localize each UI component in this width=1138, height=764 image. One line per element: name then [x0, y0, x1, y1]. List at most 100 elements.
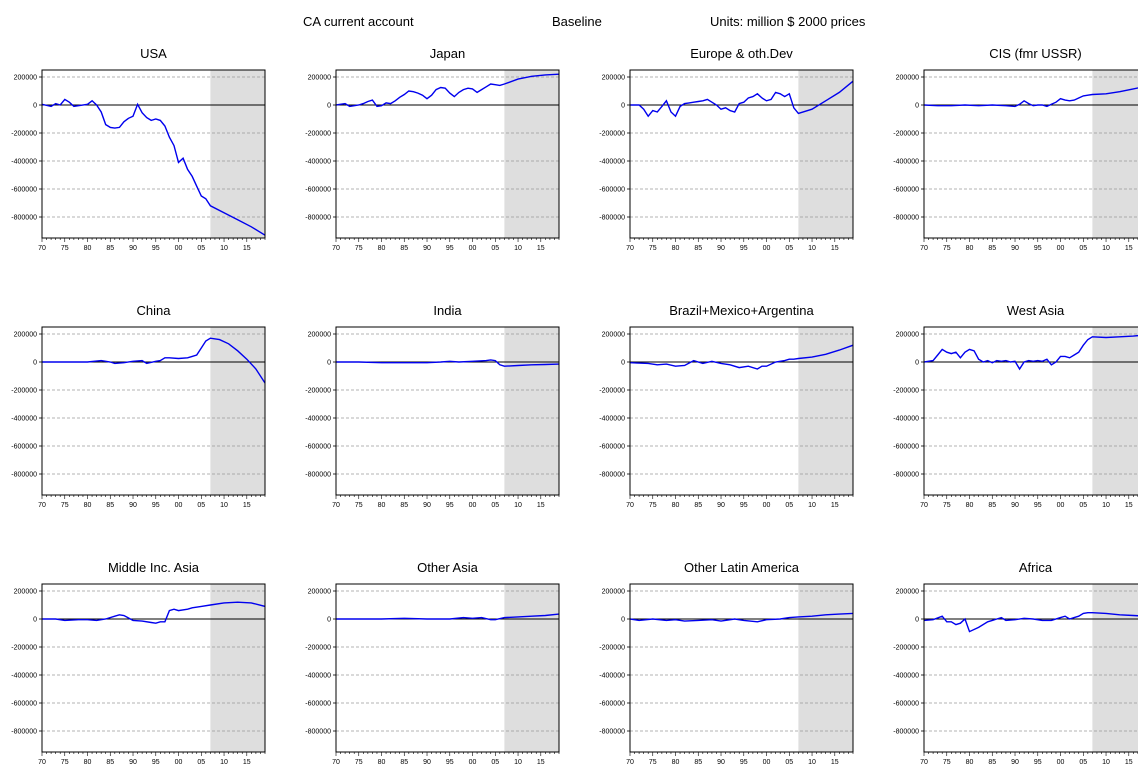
- series-line: [42, 337, 265, 384]
- y-tick-label: -400000: [11, 416, 37, 423]
- x-tick-label: 95: [152, 759, 160, 764]
- projection-shade: [504, 327, 559, 495]
- x-tick-label: 10: [1102, 759, 1110, 764]
- x-tick-label: 85: [400, 502, 408, 509]
- y-tick-label: -200000: [305, 645, 331, 652]
- panel-africa: Africa 200000 0 -200000 -400000 -600000 -80000…: [893, 560, 1138, 764]
- y-tick-label: 200000: [308, 589, 331, 596]
- x-tick-label: 80: [84, 502, 92, 509]
- y-tick-label: 200000: [14, 589, 37, 596]
- x-tick-label: 00: [763, 759, 771, 764]
- y-tick-label: -800000: [11, 472, 37, 479]
- projection-shade: [1092, 327, 1138, 495]
- x-tick-label: 90: [1011, 502, 1019, 509]
- panel-other-asia: Other Asia 200000 0 -200000 -400000 -600000 -8…: [305, 560, 560, 764]
- y-tick-label: -600000: [599, 444, 625, 451]
- x-tick-label: 05: [491, 245, 499, 252]
- y-tick-label: -800000: [305, 729, 331, 736]
- x-tick-label: 70: [332, 502, 340, 509]
- x-tick-label: 90: [129, 245, 137, 252]
- x-tick-label: 85: [988, 502, 996, 509]
- y-tick-label: -800000: [11, 215, 37, 222]
- y-tick-label: -200000: [11, 388, 37, 395]
- y-tick-label: -600000: [893, 187, 919, 194]
- x-tick-label: 90: [1011, 759, 1019, 764]
- x-tick-label: 80: [966, 759, 974, 764]
- plot-frame: [923, 326, 1138, 496]
- y-tick-label: 0: [327, 103, 331, 110]
- x-tick-label: 10: [808, 245, 816, 252]
- x-tick-label: 00: [469, 245, 477, 252]
- y-tick-label: -400000: [11, 159, 37, 166]
- x-tick-label: 70: [38, 759, 46, 764]
- x-tick-label: 70: [920, 502, 928, 509]
- x-tick-label: 70: [920, 245, 928, 252]
- y-tick-label: -600000: [599, 701, 625, 708]
- x-tick-label: 90: [423, 502, 431, 509]
- x-tick-label: 05: [785, 245, 793, 252]
- y-tick-label: -800000: [893, 472, 919, 479]
- y-tick-label: -600000: [11, 444, 37, 451]
- x-tick-label: 15: [243, 245, 251, 252]
- x-tick-label: 85: [694, 759, 702, 764]
- x-tick-label: 75: [943, 502, 951, 509]
- y-tick-label: -800000: [599, 729, 625, 736]
- x-tick-label: 70: [626, 759, 634, 764]
- y-tick-label: 200000: [602, 332, 625, 339]
- panel-title: CIS (fmr USSR): [989, 46, 1081, 61]
- plot-frame: [335, 583, 560, 753]
- panel-title: West Asia: [1007, 303, 1065, 318]
- x-tick-label: 15: [831, 502, 839, 509]
- y-tick-label: -600000: [893, 701, 919, 708]
- x-tick-label: 85: [400, 245, 408, 252]
- y-tick-label: 200000: [14, 75, 37, 82]
- y-tick-label: -800000: [893, 215, 919, 222]
- y-tick-label: -200000: [893, 645, 919, 652]
- projection-shade: [210, 584, 265, 752]
- x-tick-label: 85: [988, 759, 996, 764]
- panel-west-asia: West Asia 200000 0 -200000 -400000 -600000 -80…: [893, 303, 1138, 509]
- x-tick-label: 05: [785, 759, 793, 764]
- x-tick-label: 00: [469, 502, 477, 509]
- y-tick-label: -400000: [893, 673, 919, 680]
- x-tick-label: 75: [355, 245, 363, 252]
- x-tick-label: 10: [1102, 245, 1110, 252]
- plot-frame: [41, 69, 266, 239]
- y-tick-label: -400000: [599, 416, 625, 423]
- y-tick-label: -200000: [893, 388, 919, 395]
- y-tick-label: 200000: [14, 332, 37, 339]
- panel-title: Other Asia: [417, 560, 478, 575]
- panel-europe-oth-dev: Europe & oth.Dev 200000 0 -200000 -400000 -60…: [599, 46, 854, 252]
- x-tick-label: 00: [469, 759, 477, 764]
- x-tick-label: 15: [243, 502, 251, 509]
- series-line: [630, 80, 853, 118]
- x-tick-label: 15: [537, 759, 545, 764]
- projection-shade: [504, 584, 559, 752]
- y-tick-label: 0: [33, 360, 37, 367]
- x-tick-label: 95: [1034, 245, 1042, 252]
- x-tick-label: 80: [378, 502, 386, 509]
- plot-frame: [41, 326, 266, 496]
- x-tick-label: 95: [446, 502, 454, 509]
- x-tick-label: 15: [537, 245, 545, 252]
- panel-title: Brazil+Mexico+Argentina: [669, 303, 814, 318]
- series-line: [336, 359, 559, 367]
- x-tick-label: 90: [129, 759, 137, 764]
- y-tick-label: -800000: [305, 472, 331, 479]
- y-tick-label: -800000: [305, 215, 331, 222]
- plot-frame: [335, 326, 560, 496]
- y-tick-label: -800000: [11, 729, 37, 736]
- series-line: [630, 344, 853, 370]
- panel-title: China: [137, 303, 172, 318]
- y-tick-label: 0: [621, 360, 625, 367]
- y-tick-label: -200000: [893, 131, 919, 138]
- y-tick-label: -600000: [305, 187, 331, 194]
- panel-title: India: [433, 303, 462, 318]
- x-tick-label: 05: [1079, 759, 1087, 764]
- plot-frame: [335, 69, 560, 239]
- x-tick-label: 90: [717, 502, 725, 509]
- y-tick-label: -200000: [599, 131, 625, 138]
- x-tick-label: 15: [1125, 245, 1133, 252]
- y-tick-label: -800000: [893, 729, 919, 736]
- y-tick-label: -200000: [305, 131, 331, 138]
